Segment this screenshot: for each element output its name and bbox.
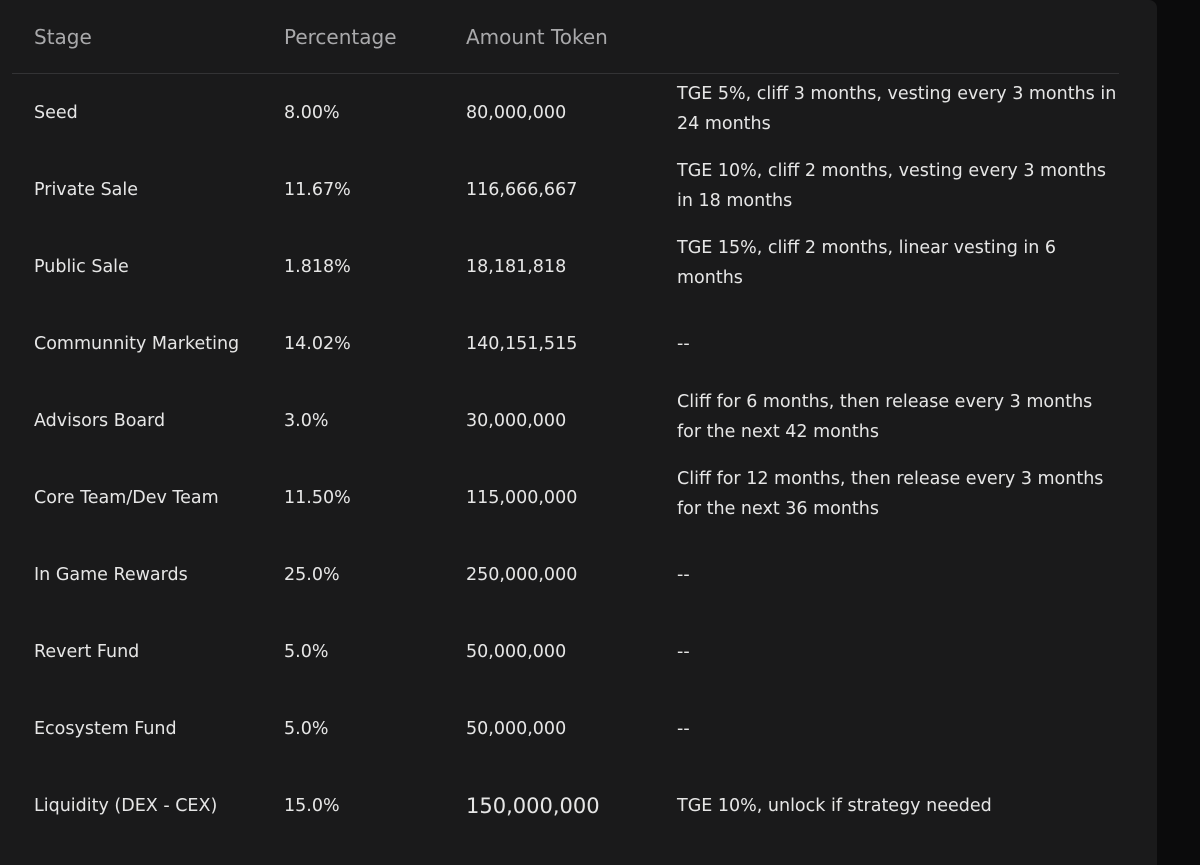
table-row: Public Sale 1.818% 18,181,818 TGE 15%, c… bbox=[12, 228, 1119, 305]
stage-cell: Revert Fund bbox=[34, 641, 140, 662]
stage-cell: Seed bbox=[34, 102, 78, 123]
amount-cell: 140,151,515 bbox=[466, 333, 578, 354]
percentage-cell: 11.67% bbox=[284, 179, 351, 200]
vesting-note-text: Cliff for 6 months, then release every 3… bbox=[677, 391, 1093, 442]
table-row: In Game Rewards 25.0% 250,000,000 -- bbox=[12, 536, 1119, 613]
table-header: Stage Percentage Amount Token bbox=[12, 0, 1119, 74]
stage-cell: Private Sale bbox=[34, 179, 139, 200]
vesting-note-cell: -- bbox=[677, 718, 690, 739]
percentage-cell: 25.0% bbox=[284, 564, 340, 585]
stage-cell: In Game Rewards bbox=[34, 564, 188, 585]
percentage-cell: 5.0% bbox=[284, 718, 329, 739]
percentage-cell: 14.02% bbox=[284, 333, 351, 354]
amount-cell: 80,000,000 bbox=[466, 102, 567, 123]
vesting-note-cell: TGE 5%, cliff 3 months, vesting every 3 … bbox=[677, 74, 1119, 152]
header-row: Stage Percentage Amount Token bbox=[12, 0, 1119, 74]
vesting-note-cell: Cliff for 12 months, then release every … bbox=[677, 459, 1119, 536]
vesting-note-cell: -- bbox=[677, 641, 690, 662]
stage-cell: Communnity Marketing bbox=[34, 333, 240, 354]
header-stage: Stage bbox=[12, 0, 284, 74]
table-body: Seed 8.00% 80,000,000 TGE 5%, cliff 3 mo… bbox=[12, 74, 1119, 845]
vesting-note-text: TGE 10%, cliff 2 months, vesting every 3… bbox=[677, 160, 1106, 211]
vesting-note-text: Cliff for 12 months, then release every … bbox=[677, 468, 1104, 519]
content-panel: Stage Percentage Amount Token Seed 8.00%… bbox=[0, 0, 1157, 865]
amount-cell: 50,000,000 bbox=[466, 718, 567, 739]
table-row: Core Team/Dev Team 11.50% 115,000,000 Cl… bbox=[12, 459, 1119, 536]
header-percentage: Percentage bbox=[284, 0, 466, 74]
vesting-note-cell: TGE 10%, cliff 2 months, vesting every 3… bbox=[677, 151, 1119, 228]
percentage-cell: 1.818% bbox=[284, 256, 351, 277]
vesting-note-cell: TGE 10%, unlock if strategy needed bbox=[677, 795, 992, 816]
table-row: Liquidity (DEX - CEX) 15.0% 150,000,000 … bbox=[12, 767, 1119, 844]
amount-cell: 30,000,000 bbox=[466, 410, 567, 431]
vesting-note-cell: -- bbox=[677, 333, 690, 354]
vesting-note-cell: Cliff for 6 months, then release every 3… bbox=[677, 382, 1119, 459]
amount-cell: 250,000,000 bbox=[466, 564, 578, 585]
percentage-cell: 8.00% bbox=[284, 102, 340, 123]
amount-cell: 50,000,000 bbox=[466, 641, 567, 662]
vesting-note-cell: -- bbox=[677, 564, 690, 585]
table-row: Communnity Marketing 14.02% 140,151,515 … bbox=[12, 305, 1119, 382]
vesting-note-text: TGE 15%, cliff 2 months, linear vesting … bbox=[677, 237, 1057, 288]
percentage-cell: 11.50% bbox=[284, 487, 351, 508]
stage-cell: Advisors Board bbox=[34, 410, 166, 431]
amount-cell: 18,181,818 bbox=[466, 256, 567, 277]
vesting-note-text: TGE 5%, cliff 3 months, vesting every 3 … bbox=[677, 83, 1117, 134]
stage-cell: Public Sale bbox=[34, 256, 129, 277]
header-notes bbox=[677, 0, 1119, 74]
token-allocation-table: Stage Percentage Amount Token Seed 8.00%… bbox=[12, 0, 1119, 844]
stage-cell: Liquidity (DEX - CEX) bbox=[34, 795, 218, 816]
amount-cell: 115,000,000 bbox=[466, 487, 578, 508]
table-row: Seed 8.00% 80,000,000 TGE 5%, cliff 3 mo… bbox=[12, 74, 1119, 152]
amount-cell: 116,666,667 bbox=[466, 179, 578, 200]
table-row: Ecosystem Fund 5.0% 50,000,000 -- bbox=[12, 690, 1119, 767]
vesting-note-cell: TGE 15%, cliff 2 months, linear vesting … bbox=[677, 228, 1119, 305]
percentage-cell: 15.0% bbox=[284, 795, 340, 816]
table-row: Revert Fund 5.0% 50,000,000 -- bbox=[12, 613, 1119, 690]
percentage-cell: 3.0% bbox=[284, 410, 329, 431]
stage-cell: Core Team/Dev Team bbox=[34, 487, 219, 508]
stage-cell: Ecosystem Fund bbox=[34, 718, 177, 739]
header-amount-token: Amount Token bbox=[466, 0, 677, 74]
percentage-cell: 5.0% bbox=[284, 641, 329, 662]
table-row: Advisors Board 3.0% 30,000,000 Cliff for… bbox=[12, 382, 1119, 459]
table-row: Private Sale 11.67% 116,666,667 TGE 10%,… bbox=[12, 151, 1119, 228]
token-allocation-table-wrapper: Stage Percentage Amount Token Seed 8.00%… bbox=[12, 0, 1119, 844]
amount-cell: 150,000,000 bbox=[466, 793, 600, 818]
